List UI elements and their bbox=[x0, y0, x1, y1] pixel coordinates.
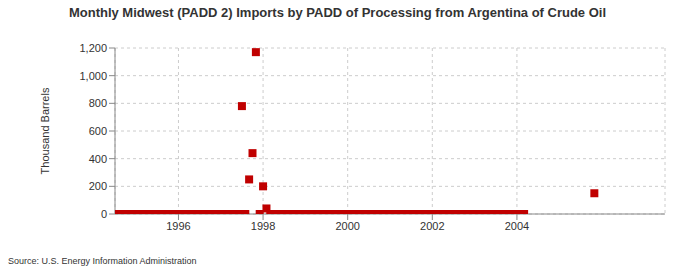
svg-text:800: 800 bbox=[89, 97, 107, 109]
html-text:Source: U.S. Energy Informatio: Source: U.S. Energy Information Administ… bbox=[8, 256, 197, 266]
svg-text:400: 400 bbox=[89, 153, 107, 165]
svg-text:1,200: 1,200 bbox=[79, 42, 107, 54]
svg-text:2002: 2002 bbox=[420, 220, 444, 232]
svg-text:1,000: 1,000 bbox=[79, 70, 107, 82]
svg-text:600: 600 bbox=[89, 125, 107, 137]
svg-text:2004: 2004 bbox=[505, 220, 529, 232]
svg-text:1998: 1998 bbox=[251, 220, 275, 232]
svg-text:1996: 1996 bbox=[166, 220, 190, 232]
svg-text:0: 0 bbox=[101, 208, 107, 220]
svg-text:Thousand Barrels: Thousand Barrels bbox=[39, 87, 51, 174]
svg-text:2000: 2000 bbox=[335, 220, 359, 232]
svg-text:200: 200 bbox=[89, 180, 107, 192]
html-text:Monthly Midwest (PADD 2) Impor: Monthly Midwest (PADD 2) Imports by PADD… bbox=[68, 5, 607, 20]
